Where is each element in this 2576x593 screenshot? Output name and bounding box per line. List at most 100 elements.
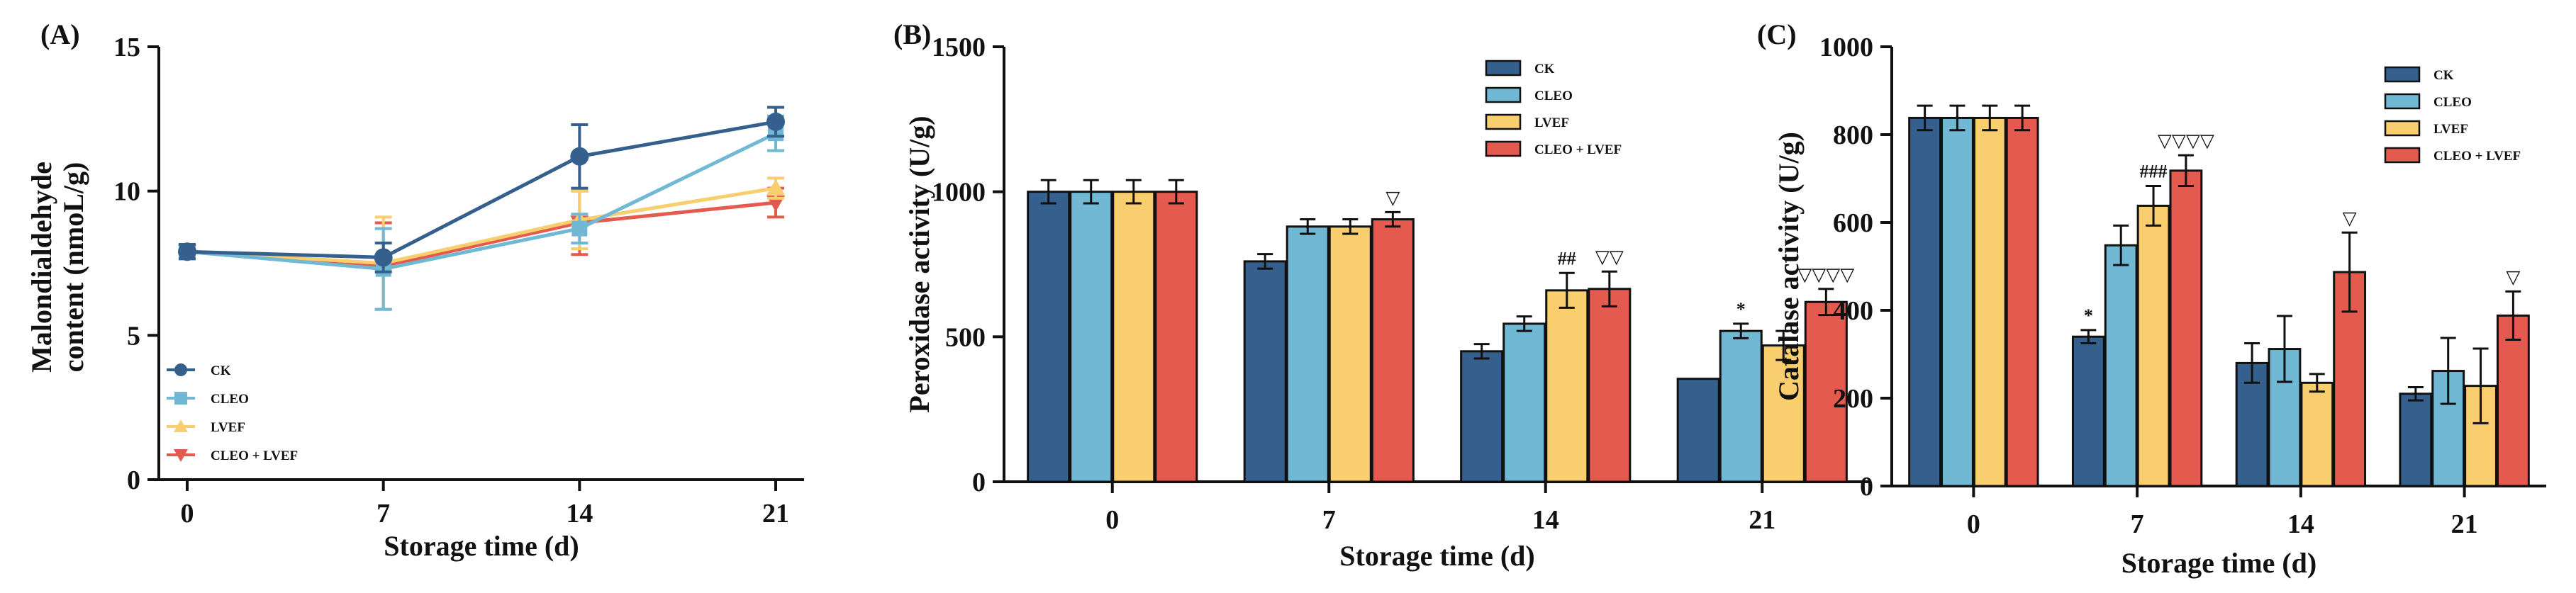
x-axis-title: Storage time (d): [1339, 540, 1534, 572]
bar: [2300, 381, 2334, 487]
series-line: [186, 186, 776, 266]
data-point: [766, 112, 785, 131]
legend-label: CK: [2433, 68, 2454, 83]
y-tick-label: 1000: [1819, 33, 1873, 62]
y-axis-title-line-1: Malondialdehyde: [26, 162, 57, 373]
legend-swatch: [1485, 60, 1522, 77]
y-tick-label: 500: [945, 322, 986, 352]
x-tick-label: 14: [2287, 509, 2314, 539]
legend-marker: [174, 392, 187, 405]
legend-label: CLEO: [1534, 89, 1573, 103]
significance-annotation: *: [1736, 299, 1746, 320]
legend-label: CLEO: [211, 392, 249, 407]
bar: [2399, 392, 2433, 487]
x-tick-label: 21: [2451, 509, 2478, 539]
legend-label: CK: [1534, 62, 1555, 77]
y-axis-title: Peroxidase activity (U/g): [903, 115, 935, 412]
significance-annotation: ▽: [2506, 266, 2520, 287]
data-point: [178, 242, 196, 261]
x-tick-label: 14: [1532, 505, 1559, 535]
bar: [1328, 225, 1372, 483]
significance-annotation: ▽▽▽▽: [1797, 264, 1854, 285]
x-axis-title: Storage time (d): [384, 530, 579, 562]
legend-swatch: [2384, 93, 2421, 110]
bar: [1676, 378, 1720, 483]
bar: [1545, 289, 1589, 483]
legend-label: LVEF: [1534, 115, 1569, 130]
legend-label: LVEF: [211, 420, 245, 435]
legend: CK CLEO LVEF CLEO + LVEF: [167, 363, 298, 463]
y-tick-label: 0: [1860, 472, 1873, 502]
x-tick-label: 7: [2131, 509, 2144, 539]
y-tick-label: 1500: [932, 33, 986, 62]
significance-annotation: ▽: [2343, 208, 2357, 228]
bar: [1027, 191, 1071, 483]
bar: [1719, 329, 1763, 483]
data-point: [570, 147, 589, 166]
x-tick-label: 21: [762, 499, 789, 529]
bar: [2169, 169, 2203, 487]
legend-marker: [174, 419, 188, 432]
legend-label: CK: [211, 363, 231, 378]
significance-annotation: ###: [2140, 162, 2168, 182]
panel-label: (B): [893, 18, 931, 50]
x-tick-label: 21: [1749, 505, 1775, 535]
bar: [1973, 116, 2007, 487]
legend-swatch: [1485, 86, 1522, 103]
bar: [1941, 116, 1974, 487]
data-point: [571, 220, 588, 237]
legend-swatch: [2384, 120, 2421, 137]
significance-annotation: ##: [1558, 248, 1576, 269]
bar: [2496, 314, 2530, 487]
data-point: [374, 248, 393, 267]
legend: CK CLEO LVEF CLEO + LVEF: [2384, 66, 2521, 164]
legend-marker: [174, 363, 187, 376]
significance-annotation: *: [2084, 305, 2093, 326]
bar: [1154, 191, 1198, 483]
data-point: [766, 179, 785, 196]
bar: [1112, 191, 1156, 483]
legend-swatch: [2384, 147, 2421, 164]
bar: [1243, 260, 1287, 483]
y-tick-label: 1000: [932, 178, 986, 208]
x-tick-label: 0: [1105, 505, 1119, 535]
panel-a-line-chart: 0 5 10 15 0 7 14 21 CK CLEO LVEF CLEO + LVEF (A) Stor…: [26, 18, 804, 562]
bar: [2005, 116, 2039, 487]
x-tick-label: 7: [1322, 505, 1336, 535]
panel-b-bar-chart: 0 500 1000 1500 0 7 14 21 ▽ ## ▽▽ * ▽▽▽▽ CK CLEO LVEF CL…: [893, 18, 1870, 572]
y-tick-label: 800: [1833, 120, 1873, 150]
x-tick-label: 0: [1967, 509, 1980, 539]
legend-swatch: [2384, 66, 2421, 83]
x-tick-label: 7: [377, 499, 390, 529]
significance-annotation: ▽▽▽▽: [2158, 130, 2214, 151]
bar: [1908, 116, 1942, 487]
x-tick-label: 14: [566, 499, 593, 529]
legend-swatch: [1485, 113, 1522, 130]
series-line: [186, 131, 777, 271]
legend-label: CLEO + LVEF: [2433, 149, 2521, 164]
y-tick-label: 5: [127, 321, 140, 351]
bar: [1069, 191, 1113, 483]
legend-label: LVEF: [2433, 122, 2468, 137]
bar: [2071, 335, 2105, 487]
y-tick-label: 0: [972, 468, 986, 497]
y-tick-label: 400: [1833, 296, 1873, 326]
significance-annotation: ▽▽: [1595, 247, 1624, 267]
legend-label: CLEO: [2433, 95, 2472, 110]
significance-annotation: ▽: [1385, 187, 1400, 208]
series-ck: [178, 106, 785, 273]
panel-label: (A): [40, 18, 80, 50]
y-axis-title-line-2: content (nmoL/g): [57, 162, 89, 373]
bar: [1460, 350, 1504, 483]
x-axis-title: Storage time (d): [2121, 547, 2316, 579]
bar: [1371, 218, 1415, 483]
bar: [2104, 244, 2138, 487]
y-tick-label: 600: [1833, 208, 1873, 238]
y-tick-label: 10: [113, 177, 140, 207]
legend-label: CLEO + LVEF: [1534, 142, 1622, 157]
legend: CK CLEO LVEF CLEO + LVEF: [1485, 60, 1622, 157]
bar: [2136, 204, 2170, 487]
series-line: [186, 120, 776, 259]
